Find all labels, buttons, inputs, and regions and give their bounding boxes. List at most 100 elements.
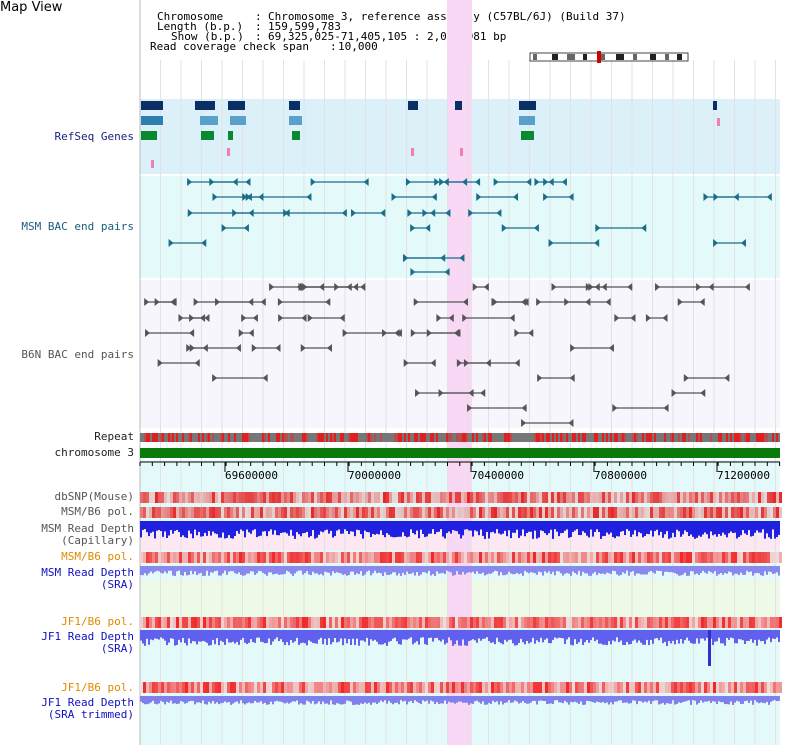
jf1-sra-depth-bin xyxy=(218,630,220,646)
repeat-bin xyxy=(140,433,142,442)
jf1-trimmed-depth-bin xyxy=(216,696,218,703)
jf1-trimmed-depth-bin xyxy=(190,696,192,701)
msm-capillary-depth-bin xyxy=(506,521,508,537)
polymorphism-bin xyxy=(686,492,689,503)
repeat-bin xyxy=(164,433,166,442)
polymorphism-bin xyxy=(383,552,386,563)
b6n-bac-pair xyxy=(215,298,221,306)
repeat-bin xyxy=(334,433,336,442)
polymorphism-bin xyxy=(542,617,545,628)
polymorphism-bin xyxy=(749,492,752,503)
msm-sra-depth-bin xyxy=(706,566,708,574)
polymorphism-bin xyxy=(299,492,302,503)
track-label-refseq[interactable]: RefSeq Genes xyxy=(54,130,134,143)
polymorphism-bin xyxy=(374,492,377,503)
polymorphism-bin xyxy=(224,682,227,693)
msm-sra-depth-bin xyxy=(636,566,638,574)
polymorphism-bin xyxy=(254,507,257,518)
repeat-bin xyxy=(618,433,620,442)
msm-capillary-depth-bin xyxy=(274,521,276,531)
polymorphism-bin xyxy=(536,617,539,628)
length-info-value: 159,599,783 xyxy=(268,20,341,33)
jf1-trimmed-depth-bin xyxy=(284,696,286,704)
jf1-trimmed-depth-bin xyxy=(354,696,356,705)
msm-sra-depth-bin xyxy=(352,566,354,572)
track-label-b6n-bac[interactable]: B6N BAC end pairs xyxy=(21,348,134,361)
polymorphism-bin xyxy=(290,682,293,693)
jf1-trimmed-depth-bin xyxy=(434,696,436,705)
jf1-sra-depth-bin xyxy=(520,630,522,639)
repeat-bin xyxy=(398,433,400,442)
polymorphism-bin xyxy=(740,507,743,518)
msm-capillary-depth-bin xyxy=(154,521,156,539)
chromosome-ideogram[interactable] xyxy=(529,51,689,63)
repeat-bin xyxy=(562,433,564,442)
msm-capillary-depth-bin xyxy=(564,521,566,531)
repeat-bin xyxy=(260,433,262,442)
msm-sra-depth-bin xyxy=(416,566,418,573)
jf1-sra-depth-bin xyxy=(562,630,564,639)
msm-sra-depth-bin xyxy=(298,566,300,571)
jf1-sra-depth-bin xyxy=(178,630,180,640)
track-label-msm-depth-sra-sub: (SRA) xyxy=(100,578,134,591)
msm-capillary-depth-bin xyxy=(638,521,640,533)
jf1-sra-depth-bin xyxy=(572,630,574,646)
polymorphism-bin xyxy=(581,617,584,628)
msm-sra-depth-bin xyxy=(150,566,152,572)
jf1-trimmed-depth-bin xyxy=(676,696,678,704)
msm-capillary-depth-bin xyxy=(574,521,576,531)
msm-sra-depth-bin xyxy=(572,566,574,572)
jf1-sra-depth-bin xyxy=(676,630,678,640)
jf1-trimmed-depth-bin xyxy=(756,696,758,703)
msm-capillary-depth-bin xyxy=(386,521,388,534)
msm-capillary-depth-bin xyxy=(442,521,444,537)
polymorphism-bin xyxy=(770,492,773,503)
polymorphism-bin xyxy=(269,507,272,518)
msm-capillary-depth-bin xyxy=(376,521,378,534)
jf1-sra-depth-bin xyxy=(380,630,382,645)
msm-capillary-depth-bin xyxy=(310,521,312,537)
polymorphism-bin xyxy=(170,507,173,518)
repeat-bin xyxy=(426,433,428,442)
polymorphism-bin xyxy=(335,682,338,693)
polymorphism-bin xyxy=(482,492,485,503)
msm-sra-depth-bin xyxy=(158,566,160,572)
polymorphism-bin xyxy=(461,682,464,693)
jf1-sra-depth-bin xyxy=(648,630,650,646)
polymorphism-bin xyxy=(533,507,536,518)
jf1-trimmed-depth-bin xyxy=(472,696,474,704)
repeat-bin xyxy=(148,433,150,442)
polymorphism-bin xyxy=(428,552,431,563)
polymorphism-bin xyxy=(632,552,635,563)
polymorphism-bin xyxy=(173,617,176,628)
msm-capillary-depth-bin xyxy=(512,521,514,533)
msm-sra-depth-bin xyxy=(452,566,454,576)
msm-capillary-depth-bin xyxy=(242,521,244,532)
repeat-bin xyxy=(200,433,202,442)
polymorphism-bin xyxy=(482,507,485,518)
polymorphism-bin xyxy=(239,617,242,628)
jf1-trimmed-depth-bin xyxy=(600,696,602,703)
polymorphism-bin xyxy=(368,552,371,563)
msm-sra-depth-bin xyxy=(300,566,302,571)
jf1-sra-depth-bin xyxy=(270,630,272,645)
msm-capillary-depth-bin xyxy=(158,521,160,531)
jf1-trimmed-depth-bin xyxy=(528,696,530,704)
msm-sra-depth-bin xyxy=(224,566,226,571)
msm-capillary-depth-bin xyxy=(596,521,598,530)
repeat-bin xyxy=(430,433,432,442)
polymorphism-bin xyxy=(776,492,779,503)
polymorphism-bin xyxy=(572,492,575,503)
msm-capillary-depth-bin xyxy=(382,521,384,536)
polymorphism-bin xyxy=(197,492,200,503)
polymorphism-bin xyxy=(206,507,209,518)
track-label-msm-bac[interactable]: MSM BAC end pairs xyxy=(21,220,134,233)
polymorphism-bin xyxy=(281,682,284,693)
polymorphism-bin xyxy=(323,617,326,628)
msm-sra-depth-bin xyxy=(304,566,306,574)
polymorphism-bin xyxy=(317,492,320,503)
jf1-trimmed-depth-bin xyxy=(476,696,478,701)
msm-bac-pair xyxy=(242,193,248,201)
polymorphism-bin xyxy=(311,617,314,628)
